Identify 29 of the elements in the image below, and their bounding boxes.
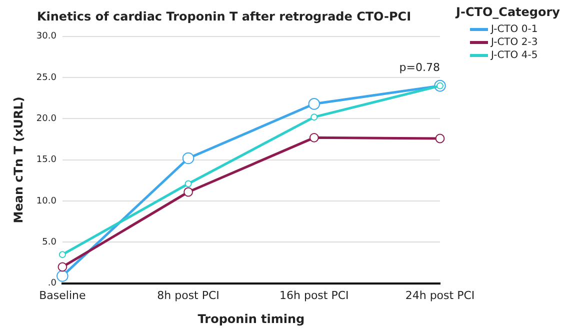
point xyxy=(56,270,68,282)
y-tick-label: 30.0 xyxy=(36,32,57,42)
annotation: p=0.78 xyxy=(399,60,440,74)
point xyxy=(435,134,445,144)
point xyxy=(309,132,319,142)
y-tick-label: 15.0 xyxy=(36,155,57,166)
chart-title: Kinetics of cardiac Troponin T after retrograde CTO-PCI xyxy=(36,9,412,24)
point xyxy=(310,114,318,121)
point xyxy=(184,187,193,197)
x-tick-label: 16h post PCI xyxy=(280,288,349,302)
x-tick-label: 24h post PCI xyxy=(405,288,475,302)
y-tick-label: 20.0 xyxy=(36,114,57,124)
legend-title: J-CTO_Category xyxy=(456,5,560,19)
x-axis-title: Troponin timing xyxy=(198,312,305,326)
legend-label: J-CTO 0-1 xyxy=(491,23,538,36)
x-tick-label: 8h post PCI xyxy=(157,288,220,302)
legend-label: J-CTO 4-5 xyxy=(491,49,538,62)
y-tick-label: .0 xyxy=(48,278,57,289)
point xyxy=(184,180,192,188)
point xyxy=(308,98,320,110)
y-tick-label: 25.0 xyxy=(36,72,57,83)
point xyxy=(58,251,66,258)
point xyxy=(182,152,194,164)
point xyxy=(58,262,68,272)
x-tick-label: Baseline xyxy=(39,288,86,302)
y-tick-label: 10.0 xyxy=(36,196,57,206)
y-tick-label: 5.0 xyxy=(42,238,57,248)
y-axis-title: Mean cTn T (xURL) xyxy=(11,96,26,224)
legend-label: J-CTO 2-3 xyxy=(491,36,538,49)
